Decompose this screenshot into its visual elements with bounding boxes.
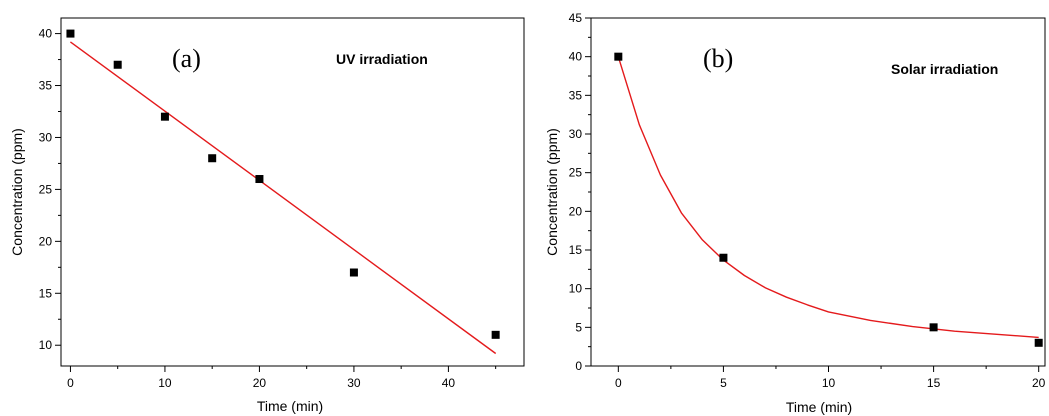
panel-a-data-point	[66, 29, 75, 38]
panel-b-data-point	[929, 323, 938, 332]
panel-a-y-axis-title: Concentration (ppm)	[9, 128, 25, 256]
panel-a-y-tick-label: 25	[39, 182, 53, 196]
panel-a-label: (a)	[172, 44, 201, 73]
panel-a-x-tick-label: 20	[253, 376, 267, 390]
panel-b-data-point	[719, 253, 728, 262]
panel-a-y-tick-label: 20	[39, 234, 53, 248]
panel-a-x-axis-title: Time (min)	[257, 398, 323, 414]
panel-a-x-axis: 0 10 20 30 40	[67, 366, 497, 390]
panel-b-y-axis-title: Concentration (ppm)	[544, 128, 560, 256]
panel-a-y-axis: 10 15 20 25 30 35 40	[39, 27, 61, 352]
panel-a-plot-frame	[60, 17, 525, 367]
panel-b-x-tick-label: 10	[822, 376, 836, 390]
panel-a-data-point	[491, 330, 500, 339]
panel-a-data-point	[255, 175, 264, 184]
panel-b-y-tick-label: 40	[569, 50, 583, 64]
panel-b-solar-irradiation: 0 5 10 15 20 0 5 10 15 20 25 30 35 40 45 (b) Solar ir…	[544, 11, 1046, 415]
panel-a-fit-line	[69, 41, 497, 355]
panel-b-data-point	[614, 52, 623, 61]
panel-b-y-tick-label: 10	[569, 282, 583, 296]
panel-b-y-axis: 0 5 10 15 20 25 30 35 40 45	[569, 11, 591, 373]
panel-b-y-tick-label: 30	[569, 127, 583, 141]
panel-a-annotation: UV irradiation	[336, 51, 428, 67]
panel-b-x-tick-label: 15	[927, 376, 941, 390]
panel-a-y-tick-label: 30	[39, 130, 53, 144]
panel-b-annotation: Solar irradiation	[891, 61, 998, 77]
panel-b-y-tick-label: 15	[569, 243, 583, 257]
panel-b-x-axis-title: Time (min)	[786, 399, 852, 415]
panel-b-x-axis: 0 5 10 15 20	[615, 366, 1046, 390]
panel-a-x-tick-label: 10	[158, 376, 172, 390]
panel-b-y-tick-label: 20	[569, 204, 583, 218]
panel-a-data-point	[160, 112, 169, 121]
panel-a-marks	[66, 29, 500, 355]
panel-a-data-point	[208, 154, 217, 163]
panel-b-data-point	[1034, 338, 1043, 347]
panel-a-y-tick-label: 35	[39, 79, 53, 93]
panel-a-data-point	[349, 268, 358, 277]
panel-a-data-point	[113, 60, 122, 69]
panel-a-y-tick-label: 40	[39, 27, 53, 41]
panel-a-x-tick-label: 0	[67, 376, 74, 390]
panel-b-y-tick-label: 45	[569, 11, 583, 25]
panel-b-label: (b)	[703, 44, 733, 73]
panel-b-x-tick-label: 20	[1032, 376, 1046, 390]
panel-a-x-tick-label: 40	[442, 376, 456, 390]
panel-b-marks	[614, 52, 1043, 347]
panel-a-y-tick-label: 15	[39, 286, 53, 300]
panel-b-y-tick-label: 35	[569, 88, 583, 102]
panel-b-y-tick-label: 0	[575, 359, 582, 373]
panel-b-x-tick-label: 0	[615, 376, 622, 390]
panel-b-x-tick-label: 5	[720, 376, 727, 390]
panel-b-y-tick-label: 5	[575, 320, 582, 334]
panel-a-y-tick-label: 10	[39, 338, 53, 352]
panel-b-fit-curve	[617, 56, 1039, 339]
panel-b-y-tick-label: 25	[569, 166, 583, 180]
panel-a-x-tick-label: 30	[347, 376, 361, 390]
panel-a-uv-irradiation: 0 10 20 30 40 10 15 20 25 30 35 40 (a) UV irradiat…	[9, 17, 525, 414]
